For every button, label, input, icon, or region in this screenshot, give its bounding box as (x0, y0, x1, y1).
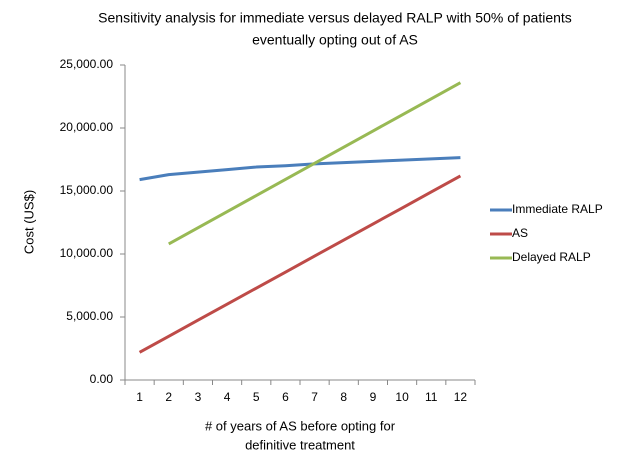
chart-title: Sensitivity analysis for immediate versu… (98, 10, 572, 26)
x-tick-label: 10 (395, 390, 409, 404)
y-tick-label: 20,000.00 (60, 120, 114, 134)
chart-title: eventually opting out of AS (252, 32, 418, 48)
x-tick-label: 6 (282, 390, 289, 404)
legend-label: Delayed RALP (512, 250, 591, 264)
y-tick-label: 0.00 (90, 372, 114, 386)
x-tick-label: 5 (253, 390, 260, 404)
legend-label: AS (512, 226, 528, 240)
y-axis-title: Cost (US$) (21, 190, 36, 254)
x-axis-title: # of years of AS before opting for (205, 418, 396, 433)
legend-label: Immediate RALP (512, 202, 603, 216)
x-axis-title: definitive treatment (245, 437, 355, 452)
x-tick-label: 3 (195, 390, 202, 404)
y-tick-label: 5,000.00 (66, 309, 113, 323)
series-line (139, 156, 461, 182)
x-tick-label: 8 (340, 390, 347, 404)
x-tick-label: 4 (224, 390, 231, 404)
x-tick-label: 11 (425, 390, 438, 404)
x-tick-label: 1 (136, 390, 143, 404)
x-tick-label: 9 (370, 390, 377, 404)
series-line (168, 81, 462, 246)
y-tick-label: 15,000.00 (60, 183, 114, 197)
x-tick-label: 7 (311, 390, 318, 404)
y-tick-label: 10,000.00 (60, 246, 114, 260)
x-tick-label: 12 (454, 390, 468, 404)
x-tick-label: 2 (165, 390, 172, 404)
y-tick-label: 25,000.00 (60, 57, 114, 71)
series-line (138, 174, 462, 354)
